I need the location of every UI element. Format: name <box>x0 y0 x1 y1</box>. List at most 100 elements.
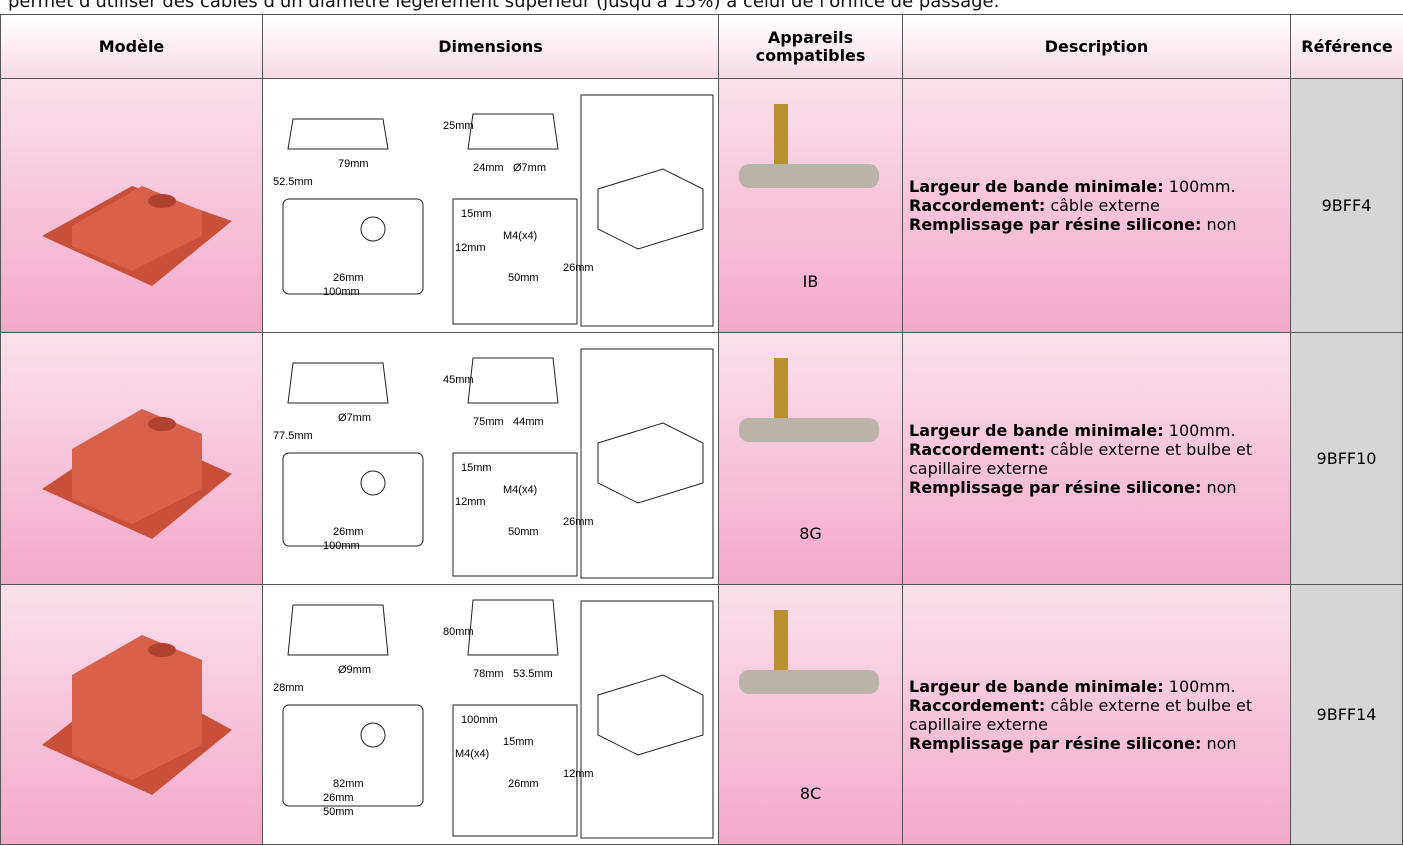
dimension-label: 80mm <box>443 626 474 638</box>
model-body <box>71 634 202 780</box>
top-view <box>282 704 424 807</box>
description-line: Raccordement: câble externe et bulbe et … <box>909 696 1284 734</box>
iso-box <box>580 348 714 579</box>
compatible-cell: IB <box>718 78 903 333</box>
dimension-label: 79mm <box>338 158 369 170</box>
model-image <box>41 634 232 795</box>
table-header: Dimensions <box>262 14 719 79</box>
dimension-label: 26mm <box>333 272 364 284</box>
dimensions-cell: 25mm 79mm 24mm Ø7mm 52.5mm 26mm 100mm 15mm M4(x4… <box>262 78 719 333</box>
dimension-label: 26mm <box>563 262 594 274</box>
dimension-label: 82mm <box>333 778 364 790</box>
top-view-hole <box>360 216 386 242</box>
model-hole <box>147 642 176 657</box>
dimension-label: 15mm <box>503 736 534 748</box>
compatible-label: 8G <box>799 524 822 543</box>
dimension-label: 100mm <box>323 540 360 552</box>
device-body <box>739 670 879 694</box>
table-header: Description <box>902 14 1291 79</box>
description-line: Raccordement: câble externe et bulbe et … <box>909 440 1284 478</box>
dimension-label: 25mm <box>443 120 474 132</box>
dimension-label: 26mm <box>508 778 539 790</box>
description-cell: Largeur de bande minimale: 100mm. Raccord… <box>902 584 1291 845</box>
dimension-drawing: 80mm Ø9mm 78mm 53.5mm 28mm 82mm 26mm 100mm 15mm M… <box>273 599 714 839</box>
description-line: Raccordement: câble externe <box>909 196 1237 215</box>
section-view <box>287 113 559 150</box>
dimension-label: 28mm <box>273 682 304 694</box>
device-stem <box>774 358 788 418</box>
dimension-label: 12mm <box>455 496 486 508</box>
dimension-label: 26mm <box>563 516 594 528</box>
mount-box <box>452 452 578 577</box>
description-label: Raccordement: <box>909 439 1046 459</box>
description-label: Largeur de bande minimale: <box>909 676 1164 696</box>
dimension-label: 12mm <box>455 242 486 254</box>
description-label: Raccordement: <box>909 196 1046 215</box>
dimension-label: 78mm <box>473 668 504 680</box>
intro-text: permet d'utiliser des câbles d'un diamèt… <box>8 0 1000 12</box>
dimension-label: Ø7mm <box>338 412 371 424</box>
dimension-drawing: 45mm Ø7mm 75mm 44mm 77.5mm 26mm 100mm 15mm M4(x4… <box>273 348 714 579</box>
section-view <box>287 599 559 656</box>
model-body <box>71 408 202 524</box>
description-text: câble externe et bulbe et capillaire ext… <box>909 695 1253 734</box>
description-text: non <box>1206 215 1237 234</box>
model-hole <box>147 416 176 431</box>
dimension-label: 53.5mm <box>513 668 553 680</box>
description-line: Remplissage par résine silicone: non <box>909 215 1237 234</box>
description-label: Remplissage par résine silicone: <box>909 733 1202 753</box>
description-line: Largeur de bande minimale: 100mm. <box>909 177 1237 196</box>
model-image <box>41 185 232 286</box>
dimension-label: 75mm <box>473 416 504 428</box>
description-text: 100mm. <box>1168 420 1236 440</box>
iso-housing <box>597 674 704 756</box>
description-text: câble externe et bulbe et capillaire ext… <box>909 439 1253 478</box>
reference-cell: 9BFF14 <box>1290 584 1403 845</box>
model-hole <box>147 193 176 208</box>
dimensions-cell: 80mm Ø9mm 78mm 53.5mm 28mm 82mm 26mm 100mm 15mm M… <box>262 584 719 845</box>
device-body <box>739 418 879 442</box>
top-view-hole <box>360 470 386 496</box>
iso-box <box>580 600 714 839</box>
device-stem <box>774 610 788 670</box>
iso-housing <box>597 168 704 250</box>
description-text: non <box>1206 733 1237 753</box>
dimension-label: 100mm <box>461 714 498 726</box>
reference-cell: 9BFF4 <box>1290 78 1403 333</box>
description-label: Remplissage par résine silicone: <box>909 477 1202 497</box>
device-image <box>739 104 879 188</box>
description-text: 100mm. <box>1168 676 1236 696</box>
dimension-label: 50mm <box>323 806 354 818</box>
dimension-label: Ø9mm <box>338 664 371 676</box>
description-line: Largeur de bande minimale: 100mm. <box>909 421 1284 440</box>
reference-cell: 9BFF10 <box>1290 332 1403 585</box>
dimensions-cell: 45mm Ø7mm 75mm 44mm 77.5mm 26mm 100mm 15mm M4(x4… <box>262 332 719 585</box>
model-cell <box>0 78 263 333</box>
dimension-label: 26mm <box>323 792 354 804</box>
dimension-label: 50mm <box>508 526 539 538</box>
dimension-label: 52.5mm <box>273 176 313 188</box>
table-header: Référence <box>1290 14 1403 79</box>
top-view <box>282 198 424 295</box>
device-stem <box>774 104 788 164</box>
description-line: Largeur de bande minimale: 100mm. <box>909 677 1284 696</box>
device-image <box>739 358 879 442</box>
description-text: 100mm. <box>1168 177 1236 196</box>
section-view <box>287 357 559 404</box>
device-body <box>739 164 879 188</box>
device-image <box>739 610 879 694</box>
top-view <box>282 452 424 547</box>
dimension-label: M4(x4) <box>503 484 537 496</box>
description-label: Remplissage par résine silicone: <box>909 215 1202 234</box>
description-label: Raccordement: <box>909 695 1046 715</box>
dimension-label: Ø7mm <box>513 162 546 174</box>
dimension-label: 26mm <box>333 526 364 538</box>
model-image <box>41 408 232 539</box>
dimension-label: 24mm <box>473 162 504 174</box>
dimension-label: 50mm <box>508 272 539 284</box>
compatible-cell: 8G <box>718 332 903 585</box>
iso-housing <box>597 422 704 504</box>
table-header: Modèle <box>0 14 263 79</box>
dimension-label: 45mm <box>443 374 474 386</box>
